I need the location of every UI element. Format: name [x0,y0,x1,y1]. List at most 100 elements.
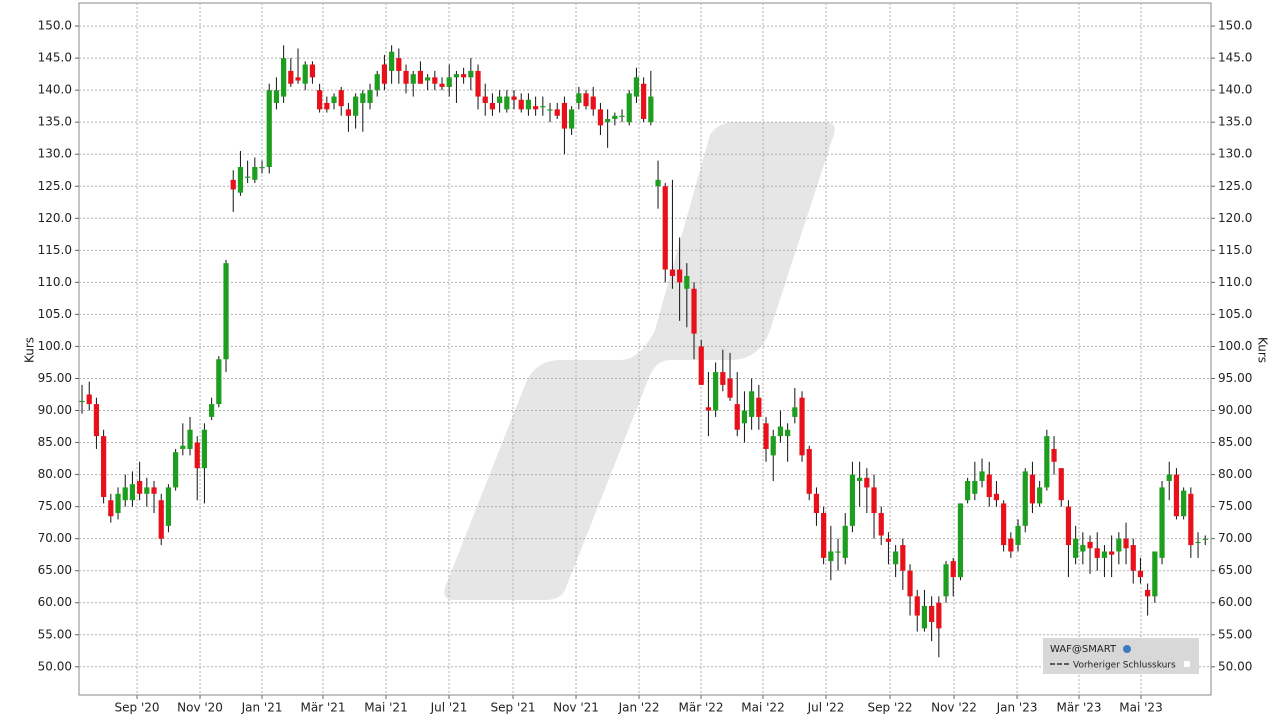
y2-tick-label: 70.00 [1218,531,1252,545]
y-tick-label: 55.00 [38,627,72,641]
legend-label: Vorheriger Schlusskurs [1073,661,1176,671]
legend-label: WAF@SMART [1050,644,1117,655]
candle-body [792,407,798,417]
legend: WAF@SMART Vorheriger Schlusskurs [1043,638,1199,674]
candle [281,45,287,103]
y2-tick-label: 145.0 [1218,51,1252,65]
candle [317,83,323,113]
candle [201,423,208,504]
legend-check [1184,661,1190,667]
candle-body [158,500,164,539]
candle [986,461,992,507]
candle-body [489,102,496,110]
candle [338,86,344,116]
candle-body [1044,436,1050,488]
candle-body [864,477,870,488]
y2-tick-label: 150.0 [1218,19,1252,33]
candle-body [216,359,222,405]
candle [1181,487,1187,520]
candle [273,77,280,110]
x-tick-label: Mai '21 [364,701,407,715]
y2-tick-label: 120.0 [1218,211,1252,225]
candle-body [453,74,460,78]
candle-body [684,275,690,289]
watermark [444,122,835,600]
legend-icon [1123,645,1131,653]
x-tick-label: Nov '20 [177,701,223,715]
candle-body [1152,551,1158,597]
candle [425,74,431,91]
candle-body [813,493,820,514]
candle-body [1101,551,1108,558]
candle [842,513,848,565]
candle-body [1001,503,1007,546]
candle-body [777,426,784,437]
candle [446,64,452,97]
candle [885,532,892,565]
candle [144,477,150,507]
candle [727,352,733,401]
candle [1029,461,1036,514]
candle-body [734,404,740,430]
candle [900,538,906,590]
candle-body [842,525,848,558]
candle [857,461,863,507]
candle-body [957,503,964,578]
y-tick-label: 60.00 [38,595,72,609]
y2-tick-label: 85.00 [1218,435,1252,449]
candle [533,96,539,116]
candle [1195,532,1201,558]
candle [1116,532,1122,565]
x-tick-label: Jan '23 [996,701,1038,715]
candle [1008,532,1014,558]
x-tick-label: Mai '23 [1119,701,1162,715]
x-tick-label: Nov '21 [553,701,599,715]
candle [417,61,424,84]
candle [569,106,575,135]
candle-body [1058,468,1064,501]
candle [1037,480,1043,507]
candle-body [237,167,244,193]
candle-body [1145,589,1151,597]
candle-body [468,70,474,78]
candle-body [1116,538,1122,552]
y-tick-label: 125.0 [38,179,72,193]
candle [252,157,258,184]
candle-body [309,64,316,78]
candle [1202,535,1208,546]
y-tick-label: 130.0 [38,147,72,161]
candle-body [633,77,640,97]
candle-body [187,429,193,449]
candle [108,493,114,523]
candle-body [137,480,143,494]
candle-body [1123,538,1129,549]
candle [641,77,647,123]
candle [1015,519,1021,552]
candle-body [1094,548,1100,558]
candle [360,90,366,132]
x-tick-label: Jul '21 [430,701,468,715]
candle-body [165,487,172,526]
candle [137,461,143,501]
candle [367,83,373,110]
candle-body [417,70,424,84]
candle-body [756,397,762,417]
candle [345,102,352,132]
candle-body [713,372,719,411]
candle-body [511,96,517,100]
candle [122,474,128,507]
candle-body [425,77,431,81]
candle [633,67,640,103]
candle-body [281,58,287,97]
candle-body [799,397,805,456]
x-tick-label: Mai '22 [741,701,784,715]
candle-body [691,288,697,334]
candle-body [1073,538,1079,558]
candle-body [1008,538,1014,552]
candle [396,48,402,84]
candle [1173,468,1180,520]
candle-body [288,70,294,84]
candle [180,423,186,456]
candle [626,90,632,126]
candle-body [1015,525,1021,546]
